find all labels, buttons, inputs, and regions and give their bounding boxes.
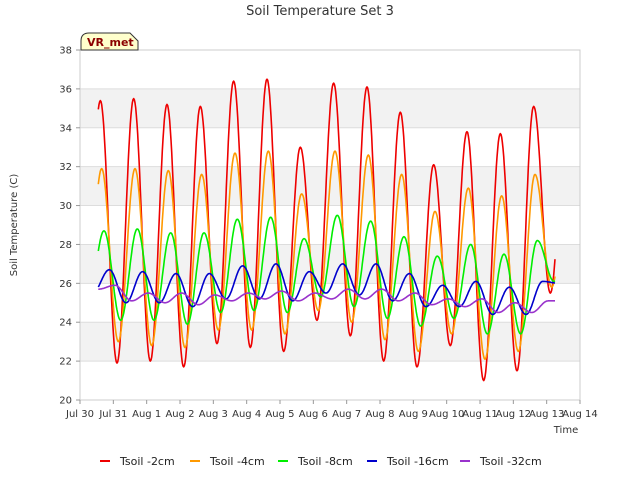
y-tick-label: 38 xyxy=(59,46,72,57)
x-tick-label: Aug 5 xyxy=(265,409,294,420)
series-line xyxy=(97,214,556,335)
x-tick-label: Aug 1 xyxy=(132,409,161,420)
series-line xyxy=(97,150,556,360)
x-tick-label: Aug 7 xyxy=(332,409,361,420)
x-tick-label: Aug 13 xyxy=(529,409,564,420)
legend-label: Tsoil -4cm xyxy=(209,455,265,468)
x-tick-label: Aug 8 xyxy=(365,409,394,420)
x-tick-label: Jul 30 xyxy=(65,409,94,420)
y-tick-label: 24 xyxy=(59,318,72,329)
legend-label: Tsoil -8cm xyxy=(297,455,353,468)
y-tick-label: 20 xyxy=(59,396,72,407)
x-tick-label: Jul 31 xyxy=(98,409,127,420)
x-tick-label: Aug 4 xyxy=(232,409,261,420)
grid-band xyxy=(80,127,580,167)
y-tick-label: 30 xyxy=(59,201,72,212)
legend-label: Tsoil -16cm xyxy=(386,455,449,468)
legend: Tsoil -2cm Tsoil -4cm Tsoil -8cm Tsoil -16c… xyxy=(100,455,542,468)
badge-label: VR_met xyxy=(87,36,134,49)
x-tick-label: Aug 6 xyxy=(299,409,328,420)
chart-title: Soil Temperature Set 3 xyxy=(246,4,394,19)
y-tick-label: 32 xyxy=(59,162,72,173)
plot-frame xyxy=(79,49,581,401)
y-tick-label: 22 xyxy=(59,357,72,368)
x-tick-label: Aug 3 xyxy=(199,409,228,420)
grid-band xyxy=(80,322,580,362)
x-tick-label: Aug 11 xyxy=(462,409,497,420)
x-tick-label: Aug 14 xyxy=(562,409,597,420)
x-tick-label: Aug 10 xyxy=(429,409,464,420)
x-axis-title: Time xyxy=(553,425,578,436)
y-tick-label: 36 xyxy=(59,84,72,95)
x-tick-label: Aug 12 xyxy=(496,409,531,420)
y-tick-label: 34 xyxy=(59,123,72,134)
axes: 20 22 24 26 28 30 32 34 36 38 Jul 30 Jul 31 Aug 1 Aug… xyxy=(59,46,597,421)
x-tick-label: Aug 9 xyxy=(399,409,428,420)
badge-shape xyxy=(80,32,139,51)
grid-band xyxy=(80,50,580,89)
x-tick-label: Aug 2 xyxy=(165,409,194,420)
y-tick-label: 26 xyxy=(59,279,72,290)
series-layer xyxy=(97,78,556,382)
y-axis-title: Soil Temperature (C) xyxy=(9,174,20,277)
station-badge: VR_met xyxy=(80,32,139,51)
legend-label: Tsoil -2cm xyxy=(119,455,175,468)
series-line xyxy=(98,284,556,314)
y-tick-label: 28 xyxy=(59,240,72,251)
legend-label: Tsoil -32cm xyxy=(479,455,542,468)
grid-band xyxy=(80,361,580,400)
series-line xyxy=(97,263,556,316)
